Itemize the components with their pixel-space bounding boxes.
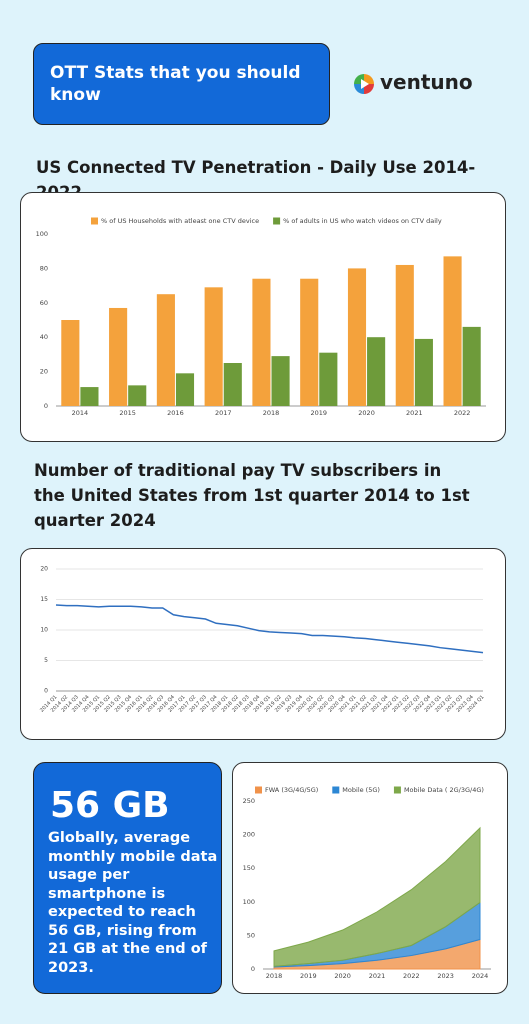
area — [273, 826, 481, 967]
x-tick-label: 2021 — [406, 409, 423, 417]
x-tick-label: 2020 — [334, 972, 351, 980]
logo-icon — [354, 74, 374, 94]
bar — [271, 356, 290, 406]
y-tick-label: 40 — [40, 333, 48, 341]
bar — [128, 385, 147, 406]
legend-swatch — [332, 786, 340, 794]
x-tick-label: 2020 — [358, 409, 375, 417]
legend-label: Mobile Data ( 2G/3G/4G) — [404, 786, 484, 794]
x-tick-label: 2019 — [300, 972, 317, 980]
chart-title: Number of traditional pay TV subscribers… — [34, 461, 470, 530]
x-tick-label: 2014 — [72, 409, 89, 417]
y-tick-label: 50 — [247, 931, 255, 939]
y-tick-label: 60 — [40, 299, 48, 307]
logo-text: ventuno — [380, 70, 473, 94]
legend-swatch — [255, 786, 262, 794]
bar — [175, 373, 195, 406]
y-tick-label: 150 — [243, 864, 255, 872]
x-tick-label: 2022 — [403, 972, 420, 980]
chart-card: 0 20 40 60 80 100 2014 2015 2016 2017 2018 2019 2020… — [20, 192, 506, 442]
bar — [462, 326, 481, 406]
bar — [414, 338, 433, 406]
bar — [347, 268, 367, 406]
chart-card: 0 5 10 15 20 2014 Q1 2014 Q2 2014 Q3 2014 Q4 2015… — [20, 548, 506, 740]
bar — [223, 363, 242, 406]
bar — [443, 256, 462, 406]
legend-swatch — [91, 217, 98, 225]
bar — [319, 352, 338, 406]
y-tick-label: 0 — [251, 965, 255, 973]
x-tick-label: 2022 — [454, 409, 471, 417]
header-title: OTT Stats that you should know — [33, 43, 330, 125]
legend-label: FWA (3G/4G/5G) — [265, 786, 318, 794]
bar — [109, 307, 128, 406]
y-tick-label: 200 — [243, 831, 255, 839]
bar — [61, 320, 80, 406]
x-tick-label: 2021 — [369, 972, 386, 980]
bar — [204, 287, 223, 406]
y-tick-label: 0 — [44, 402, 48, 410]
x-tick-label: 2018 — [263, 409, 280, 417]
y-tick-label: 80 — [40, 264, 48, 272]
y-tick-label: 0 — [44, 688, 48, 695]
y-tick-label: 10 — [40, 627, 48, 634]
x-tick-label: 2024 — [472, 972, 489, 980]
bar — [80, 387, 99, 406]
chart-card: 0 50 100 150 200 250 2018 2019 2020 2021 2022 2023 2… — [232, 762, 508, 994]
line — [55, 604, 484, 654]
x-tick-label: 2017 — [215, 409, 232, 417]
legend-label: Mobile (5G) — [342, 786, 380, 794]
y-tick-label: 100 — [36, 230, 48, 238]
y-tick-label: 100 — [243, 898, 255, 906]
chart: 0 50 100 150 200 250 2018 2019 2020 2021 2022 2023 2… — [243, 786, 491, 980]
stat-value: 56 GB — [50, 785, 170, 826]
bar — [300, 278, 319, 406]
bar — [156, 294, 175, 406]
y-tick-label: 20 — [40, 566, 48, 573]
bar — [395, 264, 414, 406]
x-tick-label: 2016 — [167, 409, 184, 417]
stat-box: 56 GB Globally, average monthly mobile d… — [33, 762, 222, 994]
y-tick-label: 5 — [44, 657, 48, 664]
legend-swatch — [273, 217, 281, 225]
x-tick-label: 2018 — [266, 972, 283, 980]
legend-label: % of adults in US who watch videos on CT… — [283, 217, 442, 225]
y-tick-label: 250 — [243, 797, 255, 805]
y-tick-label: 20 — [40, 368, 48, 376]
bar — [252, 278, 271, 406]
x-tick-label: 2015 — [119, 409, 136, 417]
y-tick-label: 15 — [40, 596, 48, 603]
legend-label: % of US Households with atleast one CTV … — [101, 217, 259, 225]
x-tick-label: 2023 — [437, 972, 454, 980]
stat-text: Globally, average monthly mobile data us… — [48, 830, 218, 976]
bar — [367, 337, 386, 406]
chart: 0 20 40 60 80 100 2014 2015 2016 2017 2018 2019 2020… — [36, 217, 486, 417]
x-tick-label: 2019 — [311, 409, 328, 417]
legend-swatch — [393, 786, 401, 794]
